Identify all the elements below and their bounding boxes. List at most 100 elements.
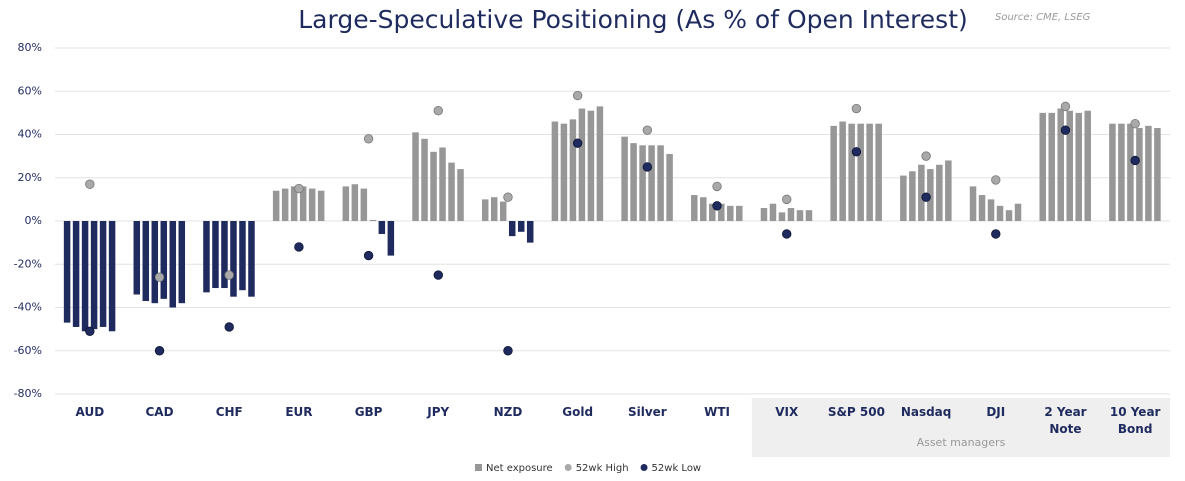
chart-title: Large-Speculative Positioning (As % of O…: [298, 5, 968, 34]
bar: [1048, 112, 1055, 221]
bar: [560, 123, 568, 221]
low-marker: [154, 346, 165, 356]
legend-label: 52wk Low: [652, 463, 702, 474]
high-marker: [85, 179, 95, 189]
bar: [481, 199, 489, 221]
group-label: Asset managers: [917, 436, 1006, 449]
bar: [700, 197, 707, 221]
x-tick-label: AUD: [75, 405, 105, 419]
low-marker: [921, 192, 931, 202]
high-marker: [503, 192, 513, 202]
bar: [430, 151, 437, 221]
high-marker: [363, 134, 374, 144]
bar: [778, 212, 786, 221]
bar: [178, 221, 186, 304]
y-tick-label: -20%: [14, 257, 42, 270]
y-tick-label: 20%: [18, 171, 42, 184]
bar: [81, 221, 89, 332]
legend-swatch: [640, 464, 648, 471]
high-marker: [572, 90, 583, 101]
bar: [160, 221, 168, 299]
bar: [299, 186, 307, 221]
bar: [351, 184, 359, 221]
low-marker: [1130, 155, 1140, 166]
bar: [1075, 112, 1082, 221]
bar: [248, 221, 255, 297]
legend-label: 52wk High: [576, 463, 629, 474]
legend-swatch: [475, 464, 482, 471]
x-tick-label: CAD: [145, 405, 174, 419]
bar: [936, 164, 943, 221]
bar: [272, 190, 280, 221]
bar: [596, 106, 604, 221]
bar: [760, 208, 768, 221]
bar: [1084, 110, 1091, 221]
bar: [769, 203, 777, 221]
x-tick-label: 10 Year Bond: [1109, 405, 1161, 436]
bar: [578, 108, 586, 221]
bar: [360, 188, 368, 221]
high-marker: [224, 270, 234, 280]
bar: [1039, 112, 1046, 221]
bar: [99, 221, 107, 327]
bar: [1154, 128, 1161, 221]
bar: [230, 221, 237, 297]
bar: [996, 205, 1004, 221]
bar: [978, 195, 986, 221]
high-marker: [921, 151, 931, 161]
bar: [848, 123, 855, 221]
low-marker: [85, 326, 95, 336]
bar: [490, 197, 498, 221]
bar: [630, 143, 637, 221]
legend-swatch: [564, 464, 572, 471]
bar: [203, 221, 210, 293]
bar: [421, 138, 428, 221]
bar: [212, 221, 219, 289]
bar: [457, 169, 464, 221]
x-tick-label: DJI: [986, 405, 1006, 419]
high-marker: [782, 194, 792, 205]
low-marker: [851, 147, 862, 157]
x-tick-label: Silver: [627, 405, 667, 419]
bar: [499, 201, 507, 221]
bar: [378, 221, 386, 234]
low-marker: [1060, 125, 1071, 135]
bar: [918, 164, 925, 221]
bar: [142, 221, 150, 302]
low-marker: [782, 229, 792, 239]
bar: [657, 145, 664, 221]
low-marker: [991, 229, 1001, 239]
x-tick-label: S&P 500: [827, 405, 885, 419]
bar: [281, 188, 289, 221]
y-tick-label: 0%: [25, 214, 42, 227]
bar: [308, 188, 316, 221]
high-marker: [294, 183, 304, 194]
bar: [1136, 128, 1143, 221]
bar: [927, 169, 934, 221]
high-marker: [642, 125, 653, 135]
bar: [987, 199, 995, 221]
x-tick-label: CHF: [215, 405, 243, 419]
high-marker: [991, 175, 1001, 185]
bar: [1066, 110, 1073, 221]
source: Source: CME, LSEG: [995, 12, 1091, 23]
bar: [169, 221, 177, 308]
bar: [945, 160, 952, 221]
bar: [805, 210, 813, 221]
x-tick-label: NZD: [493, 405, 523, 419]
bar: [648, 145, 655, 221]
bar: [221, 221, 228, 289]
bar: [439, 147, 446, 221]
x-tick-label: Gold: [562, 405, 594, 419]
bar: [526, 221, 534, 243]
high-marker: [1060, 101, 1071, 112]
bar: [133, 221, 141, 295]
y-tick-label: -40%: [14, 301, 42, 314]
bar: [551, 121, 559, 221]
bar: [569, 119, 577, 221]
high-marker: [712, 181, 722, 192]
legend-label: Net exposure: [486, 463, 553, 474]
bar: [1057, 108, 1064, 221]
